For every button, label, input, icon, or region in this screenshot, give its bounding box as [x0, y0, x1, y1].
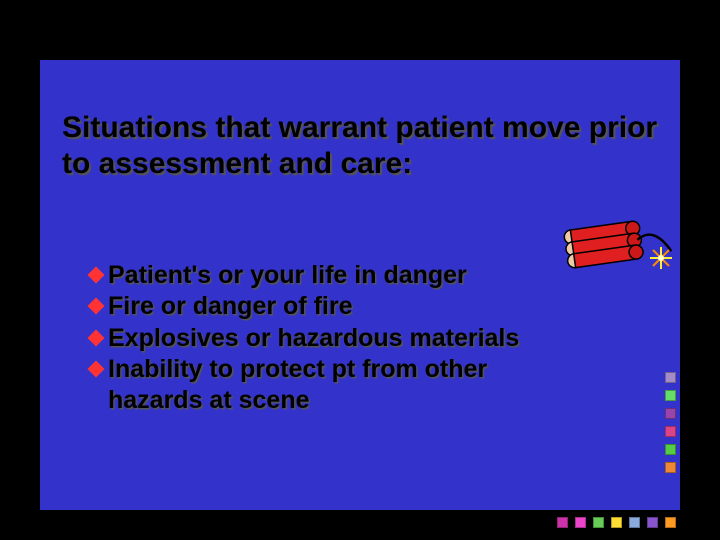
bullet-list: Patient's or your life in danger Fire or… — [90, 260, 570, 416]
decor-squares-right — [665, 372, 676, 473]
decor-square — [665, 426, 676, 437]
decor-square — [665, 444, 676, 455]
decor-square — [665, 390, 676, 401]
bullet-text: Fire or danger of fire — [108, 291, 352, 322]
slide-title: Situations that warrant patient move pri… — [62, 110, 662, 182]
list-item: Patient's or your life in danger — [90, 260, 570, 291]
bullet-text: Patient's or your life in danger — [108, 260, 467, 291]
decor-square — [557, 517, 568, 528]
diamond-bullet-icon — [88, 360, 105, 377]
decor-square — [665, 462, 676, 473]
list-item: Inability to protect pt from other hazar… — [90, 354, 570, 417]
diamond-bullet-icon — [88, 298, 105, 315]
list-item: Explosives or hazardous materials — [90, 323, 570, 354]
dynamite-icon — [548, 198, 678, 288]
decor-square — [593, 517, 604, 528]
decor-square — [665, 408, 676, 419]
decor-squares-bottom — [557, 517, 676, 528]
diamond-bullet-icon — [88, 267, 105, 284]
decor-square — [647, 517, 658, 528]
decor-square — [665, 517, 676, 528]
decor-square — [575, 517, 586, 528]
decor-square — [611, 517, 622, 528]
decor-square — [629, 517, 640, 528]
decor-square — [665, 372, 676, 383]
diamond-bullet-icon — [88, 329, 105, 346]
list-item: Fire or danger of fire — [90, 291, 570, 322]
bullet-text: Explosives or hazardous materials — [108, 323, 519, 354]
bullet-text: Inability to protect pt from other hazar… — [108, 354, 570, 417]
